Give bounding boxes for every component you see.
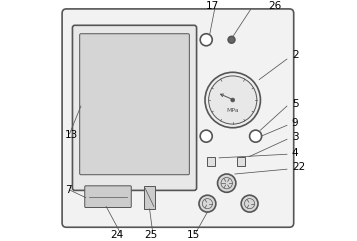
Circle shape bbox=[250, 130, 262, 142]
Text: 13: 13 bbox=[65, 130, 79, 140]
Circle shape bbox=[200, 34, 212, 46]
Circle shape bbox=[200, 130, 212, 142]
Text: 9: 9 bbox=[292, 118, 298, 128]
Circle shape bbox=[202, 199, 212, 209]
Text: 4: 4 bbox=[292, 148, 298, 158]
Text: 2: 2 bbox=[292, 50, 298, 60]
Circle shape bbox=[245, 199, 255, 209]
Circle shape bbox=[221, 177, 232, 189]
Text: 26: 26 bbox=[268, 1, 282, 11]
Text: 15: 15 bbox=[186, 230, 200, 240]
Text: 7: 7 bbox=[65, 185, 72, 195]
Text: 25: 25 bbox=[144, 230, 157, 240]
Text: 22: 22 bbox=[292, 162, 305, 173]
Bar bbox=[207, 157, 215, 166]
FancyBboxPatch shape bbox=[62, 9, 294, 227]
Circle shape bbox=[228, 36, 235, 43]
Text: 17: 17 bbox=[206, 1, 219, 11]
Bar bbox=[144, 186, 155, 209]
Text: 24: 24 bbox=[110, 230, 124, 240]
Circle shape bbox=[205, 72, 261, 128]
Circle shape bbox=[199, 195, 216, 212]
Circle shape bbox=[231, 98, 235, 102]
FancyBboxPatch shape bbox=[72, 25, 197, 190]
FancyBboxPatch shape bbox=[85, 186, 131, 208]
Circle shape bbox=[208, 76, 257, 124]
Text: MPa: MPa bbox=[226, 108, 239, 113]
FancyBboxPatch shape bbox=[80, 34, 189, 175]
Bar bbox=[237, 157, 246, 166]
Text: 5: 5 bbox=[292, 99, 298, 109]
Circle shape bbox=[241, 195, 258, 212]
Text: 3: 3 bbox=[292, 132, 298, 142]
Circle shape bbox=[217, 174, 236, 192]
